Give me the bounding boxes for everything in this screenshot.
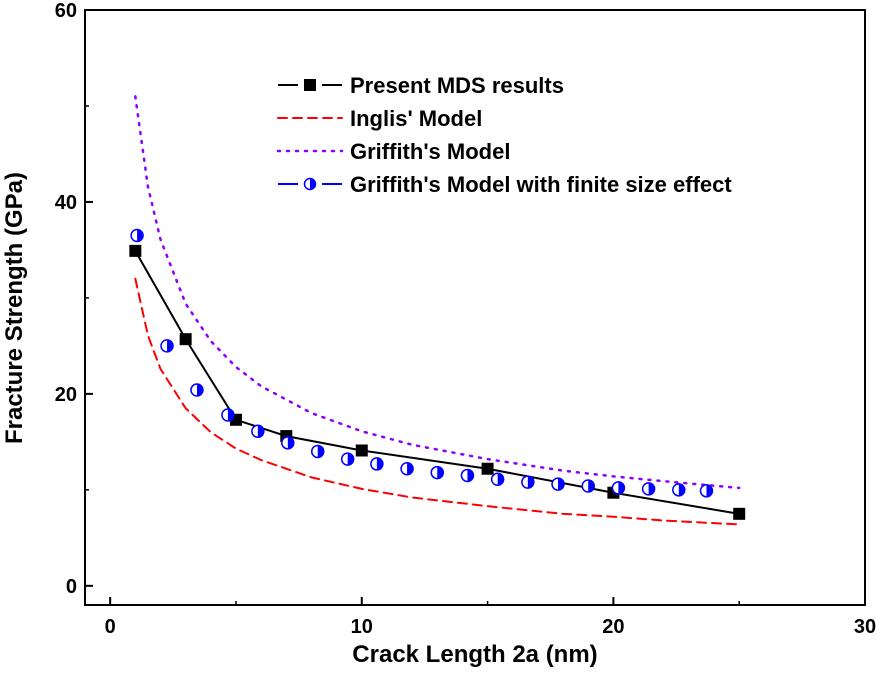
legend-item: Inglis' Model xyxy=(277,106,482,131)
series-line xyxy=(134,277,741,526)
marker-fill xyxy=(317,445,324,458)
marker-fill xyxy=(407,462,414,475)
marker-fill xyxy=(648,482,655,495)
series-2 xyxy=(134,95,741,490)
marker-fill xyxy=(678,483,685,496)
marker-fill xyxy=(137,229,144,242)
data-point-half-circle xyxy=(340,452,355,466)
data-point-half-circle xyxy=(672,483,686,497)
series-1 xyxy=(134,277,741,526)
series-line xyxy=(134,95,741,490)
plot-frame xyxy=(84,9,866,606)
data-point-half-circle xyxy=(251,424,265,439)
marker-fill xyxy=(257,425,264,438)
data-point-half-circle xyxy=(400,461,414,476)
marker-fill xyxy=(588,480,595,492)
series-3 xyxy=(130,228,714,498)
x-tick-label: 10 xyxy=(351,616,373,638)
data-point-half-circle xyxy=(221,408,235,422)
data-point-half-circle xyxy=(130,228,144,243)
data-point-half-circle xyxy=(310,444,325,459)
legend-item: Griffith's Model xyxy=(276,139,510,164)
x-tick-label: 20 xyxy=(602,616,624,638)
data-point-half-circle xyxy=(641,482,656,496)
x-axis-label: Crack Length 2a (nm) xyxy=(352,641,597,668)
legend-label: Griffith's Model with finite size effect xyxy=(350,172,732,197)
marker-fill xyxy=(167,339,174,352)
data-point-square xyxy=(355,444,368,457)
data-point-square xyxy=(733,507,746,520)
data-point-half-circle xyxy=(160,339,174,353)
legend-item: Griffith's Model with finite size effect xyxy=(278,172,732,197)
legend-label: Present MDS results xyxy=(350,73,564,98)
x-tick-label: 0 xyxy=(105,616,116,638)
marker-fill xyxy=(497,473,504,486)
marker-fill xyxy=(527,476,534,489)
marker-fill xyxy=(467,469,474,482)
data-point-half-circle xyxy=(551,477,565,491)
legend-label: Griffith's Model xyxy=(350,139,510,164)
legend-label: Inglis' Model xyxy=(350,106,482,131)
data-point-half-circle xyxy=(190,383,204,397)
y-tick-label: 40 xyxy=(55,192,77,214)
data-point-half-circle xyxy=(430,465,445,480)
data-point-half-circle xyxy=(521,475,535,489)
legend-marker-square xyxy=(304,79,316,91)
data-point-half-circle xyxy=(490,472,505,487)
marker-fill xyxy=(437,466,444,479)
y-tick-label: 60 xyxy=(55,0,77,22)
x-tick-label: 30 xyxy=(854,616,876,638)
legend-item: Present MDS results xyxy=(278,73,564,98)
data-point-square xyxy=(179,333,192,346)
data-point-half-circle xyxy=(699,484,714,498)
y-tick-label: 20 xyxy=(55,384,77,406)
y-tick-label: 0 xyxy=(66,576,77,598)
marker-fill xyxy=(287,436,294,449)
data-point-square xyxy=(129,244,142,257)
data-point-half-circle xyxy=(460,468,475,483)
marker-fill xyxy=(618,481,625,494)
marker-fill xyxy=(706,484,713,497)
marker-fill xyxy=(310,178,316,190)
marker-fill xyxy=(196,384,203,397)
data-point-half-circle xyxy=(281,436,295,450)
marker-fill xyxy=(558,478,565,491)
data-point-square xyxy=(481,462,494,475)
legend-marker-half-circle xyxy=(303,177,317,191)
marker-fill xyxy=(347,453,354,466)
data-point-half-circle xyxy=(611,481,626,495)
marker-fill xyxy=(376,457,383,470)
y-axis-label: Fracture Strength (GPa) xyxy=(1,172,28,444)
legend: Present MDS results Inglis' Model Griffith… xyxy=(276,73,732,197)
marker-fill xyxy=(227,408,234,421)
data-point-half-circle xyxy=(581,479,595,493)
data-point-half-circle xyxy=(370,457,384,471)
